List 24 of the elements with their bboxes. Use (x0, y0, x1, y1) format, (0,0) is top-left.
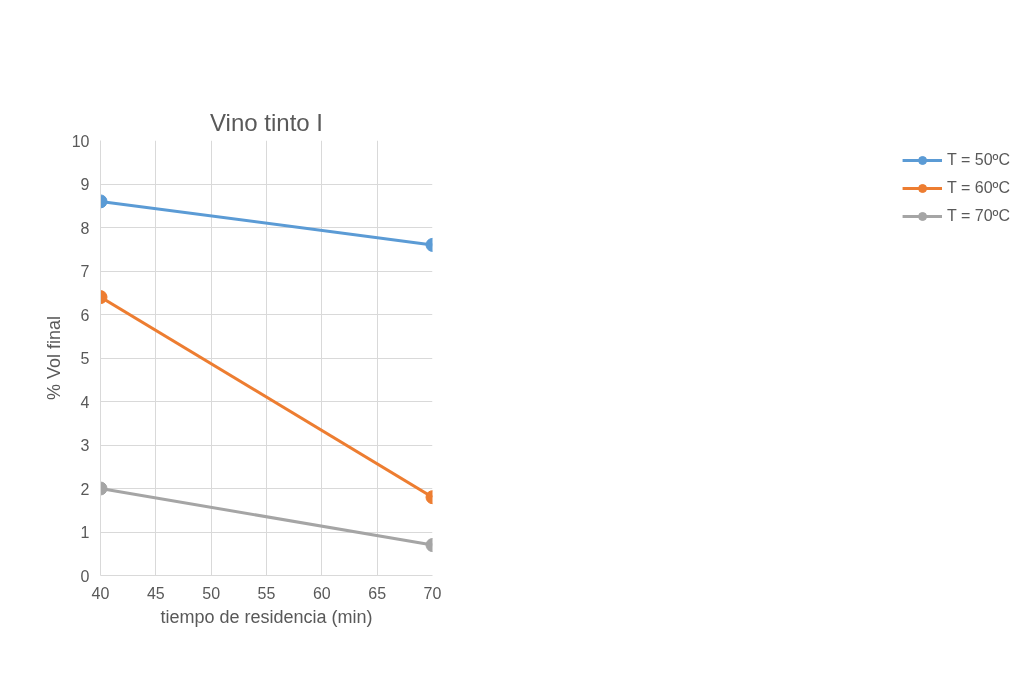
y-tick-label: 1 (80, 524, 90, 541)
x-tick-label: 60 (312, 584, 331, 602)
y-tick-label: 7 (80, 263, 90, 280)
y-tick-label: 6 (80, 306, 90, 324)
y-tick-label: 5 (80, 350, 90, 367)
legend-label: T = 70ºC (947, 207, 1010, 225)
y-tick-label: 10 (71, 132, 90, 150)
x-tick-label: 50 (202, 584, 221, 602)
x-tick-label: 45 (146, 584, 165, 602)
x-axis-title: tiempo de residencia (min) (160, 606, 373, 627)
y-tick-label: 9 (80, 176, 90, 193)
x-tick-label: 70 (423, 584, 442, 602)
chart-title: Vino tinto I (210, 108, 323, 136)
y-tick-label: 2 (80, 480, 90, 498)
y-tick-label: 4 (80, 393, 90, 411)
x-tick-label: 55 (257, 584, 276, 602)
y-tick-label: 3 (80, 437, 90, 454)
y-axis-title: % Vol final (43, 315, 64, 401)
x-tick-label: 65 (368, 584, 387, 602)
legend-label: T = 50ºC (947, 151, 1010, 169)
y-tick-label: 8 (80, 219, 90, 237)
legend-label: T = 60ºC (947, 179, 1010, 197)
x-tick-label: 40 (91, 584, 110, 602)
y-tick-label: 0 (80, 567, 90, 585)
